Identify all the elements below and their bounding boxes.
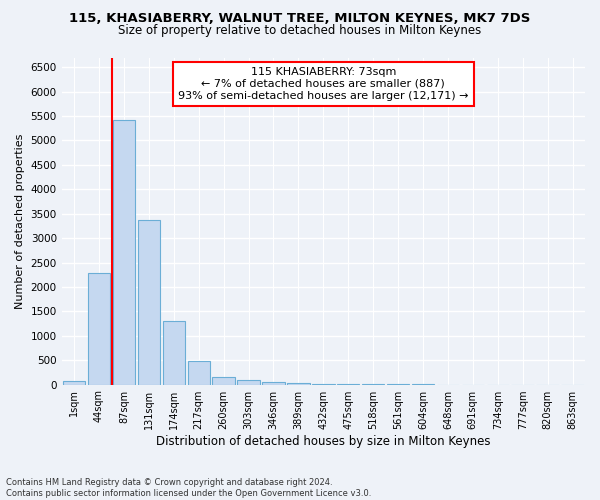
Bar: [88, 274, 110, 384]
Bar: [212, 377, 235, 384]
Bar: [238, 380, 260, 384]
Bar: [113, 120, 135, 384]
Text: Contains HM Land Registry data © Crown copyright and database right 2024.
Contai: Contains HM Land Registry data © Crown c…: [6, 478, 371, 498]
Text: 115, KHASIABERRY, WALNUT TREE, MILTON KEYNES, MK7 7DS: 115, KHASIABERRY, WALNUT TREE, MILTON KE…: [70, 12, 530, 26]
X-axis label: Distribution of detached houses by size in Milton Keynes: Distribution of detached houses by size …: [156, 434, 491, 448]
Bar: [262, 382, 285, 384]
Bar: [63, 381, 85, 384]
Y-axis label: Number of detached properties: Number of detached properties: [15, 134, 25, 308]
Bar: [188, 361, 210, 384]
Text: Size of property relative to detached houses in Milton Keynes: Size of property relative to detached ho…: [118, 24, 482, 37]
Bar: [137, 220, 160, 384]
Text: 115 KHASIABERRY: 73sqm
← 7% of detached houses are smaller (887)
93% of semi-det: 115 KHASIABERRY: 73sqm ← 7% of detached …: [178, 68, 469, 100]
Bar: [163, 320, 185, 384]
Bar: [287, 383, 310, 384]
